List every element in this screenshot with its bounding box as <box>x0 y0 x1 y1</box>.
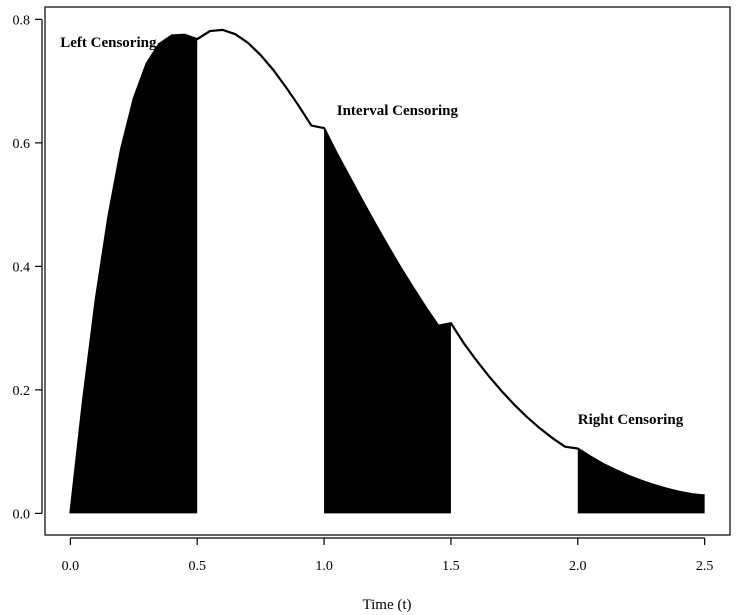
x-tick-label: 1.0 <box>315 559 333 574</box>
shaded-region-1 <box>70 34 198 514</box>
x-tick-label: 1.5 <box>442 559 460 574</box>
y-tick-label: 0.4 <box>13 260 31 275</box>
x-tick-label: 0.0 <box>62 559 80 574</box>
annotation-3: Right Censoring <box>578 412 684 428</box>
shaded-region-2 <box>324 128 451 514</box>
x-axis: 0.0 0.5 1.0 1.5 2.0 2.5 <box>62 537 714 574</box>
x-axis-title: Time (t) <box>362 597 411 613</box>
x-tick-label: 2.0 <box>569 559 587 574</box>
plot-frame <box>44 6 731 536</box>
y-tick-label: 0.0 <box>13 507 31 522</box>
annotations: Left Censoring Interval Censoring Right Ce… <box>60 35 683 428</box>
annotation-1: Left Censoring <box>60 35 157 51</box>
y-tick-label: 0.2 <box>13 384 31 399</box>
annotation-2: Interval Censoring <box>337 103 459 119</box>
x-tick-label: 0.5 <box>188 559 206 574</box>
density-curve <box>69 28 705 514</box>
x-tick-label: 2.5 <box>696 559 714 574</box>
y-axis: 0.0 0.2 0.4 0.6 0.8 <box>13 13 43 522</box>
y-tick-label: 0.6 <box>13 137 31 152</box>
y-tick-label: 0.8 <box>13 13 31 28</box>
